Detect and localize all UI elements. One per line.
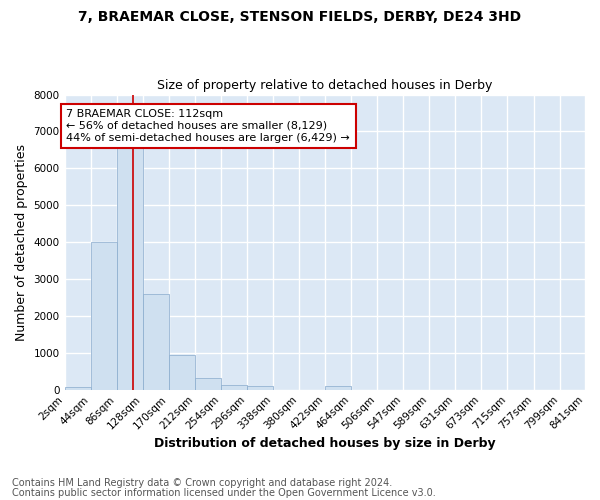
Bar (116, 146, 143, 390)
Text: Contains HM Land Registry data © Crown copyright and database right 2024.: Contains HM Land Registry data © Crown c… (12, 478, 392, 488)
Bar (143, 294, 169, 390)
Title: Size of property relative to detached houses in Derby: Size of property relative to detached ho… (157, 79, 493, 92)
Text: 7, BRAEMAR CLOSE, STENSON FIELDS, DERBY, DE24 3HD: 7, BRAEMAR CLOSE, STENSON FIELDS, DERBY,… (79, 10, 521, 24)
Bar (195, 378, 221, 390)
X-axis label: Distribution of detached houses by size in Derby: Distribution of detached houses by size … (154, 437, 496, 450)
Text: 7 BRAEMAR CLOSE: 112sqm
← 56% of detached houses are smaller (8,129)
44% of semi: 7 BRAEMAR CLOSE: 112sqm ← 56% of detache… (67, 110, 350, 142)
Bar (91, 242, 116, 390)
Bar (221, 385, 247, 390)
Bar (169, 354, 195, 390)
Text: Contains public sector information licensed under the Open Government Licence v3: Contains public sector information licen… (12, 488, 436, 498)
Bar (247, 386, 273, 390)
Y-axis label: Number of detached properties: Number of detached properties (15, 144, 28, 340)
Bar (325, 386, 351, 390)
Bar (65, 387, 91, 390)
